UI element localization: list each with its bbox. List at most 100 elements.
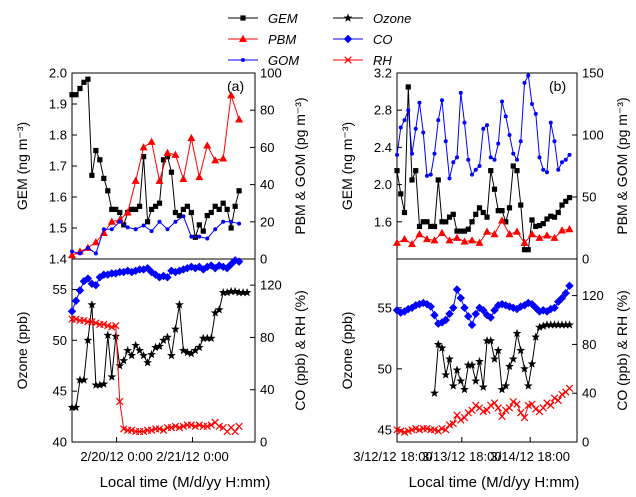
data-point bbox=[242, 287, 252, 297]
data-point bbox=[112, 321, 120, 330]
data-point bbox=[71, 402, 81, 412]
data-point bbox=[176, 213, 183, 219]
data-point bbox=[167, 350, 176, 360]
y2-tick-label: 100 bbox=[260, 66, 282, 81]
data-point bbox=[466, 157, 471, 162]
series-line bbox=[396, 387, 570, 433]
data-point bbox=[508, 354, 518, 363]
data-point bbox=[113, 206, 119, 212]
data-point bbox=[486, 313, 495, 322]
data-point bbox=[442, 426, 450, 434]
legend: GEM Ozone PBM CO GOM RH bbox=[228, 11, 411, 68]
data-point bbox=[231, 427, 239, 436]
data-point bbox=[450, 211, 456, 217]
data-point bbox=[433, 339, 443, 349]
data-point bbox=[548, 120, 553, 125]
data-point bbox=[479, 306, 488, 315]
data-point bbox=[490, 230, 499, 238]
data-point bbox=[472, 401, 480, 410]
data-point bbox=[473, 211, 479, 217]
data-point bbox=[180, 206, 186, 212]
data-point bbox=[210, 308, 220, 317]
data-point bbox=[220, 200, 226, 206]
data-point bbox=[458, 228, 464, 234]
data-point bbox=[460, 384, 469, 394]
data-point bbox=[81, 79, 87, 85]
data-point bbox=[139, 350, 148, 360]
data-point bbox=[536, 222, 543, 229]
data-point bbox=[139, 427, 148, 436]
data-point bbox=[500, 99, 504, 104]
data-point bbox=[101, 175, 107, 181]
y2-axis-label: CO (ppb) & RH (%) bbox=[292, 290, 308, 411]
legend-item-ozone: Ozone bbox=[333, 11, 411, 26]
data-point bbox=[68, 251, 76, 259]
series-gem-b bbox=[394, 84, 573, 253]
legend-label-co: CO bbox=[373, 32, 393, 47]
series-pbm-b bbox=[393, 216, 574, 248]
data-point bbox=[206, 333, 216, 343]
data-point bbox=[234, 287, 244, 297]
data-point bbox=[520, 364, 529, 373]
data-point bbox=[211, 156, 220, 164]
data-point bbox=[148, 206, 155, 212]
data-point bbox=[214, 305, 224, 314]
data-point bbox=[475, 238, 484, 246]
y-tick-label: 45 bbox=[378, 422, 392, 437]
data-point bbox=[235, 422, 243, 431]
data-point bbox=[218, 287, 228, 297]
data-point bbox=[234, 257, 244, 266]
y-tick-label: 1.5 bbox=[49, 221, 67, 236]
data-point bbox=[538, 321, 548, 330]
data-point bbox=[413, 126, 418, 131]
data-point bbox=[77, 85, 83, 92]
legend-item-gem: GEM bbox=[228, 11, 298, 26]
data-point bbox=[513, 400, 521, 408]
data-point bbox=[439, 219, 445, 225]
data-point bbox=[449, 303, 458, 312]
data-point bbox=[522, 80, 527, 85]
data-point bbox=[108, 323, 116, 331]
data-point bbox=[95, 380, 105, 389]
data-point bbox=[565, 320, 574, 329]
data-point bbox=[533, 223, 539, 230]
data-point bbox=[171, 150, 180, 158]
legend-marker-co bbox=[343, 34, 353, 44]
data-point bbox=[430, 236, 439, 244]
data-point bbox=[443, 139, 448, 144]
data-point bbox=[528, 230, 536, 238]
data-point bbox=[475, 356, 484, 366]
legend-marker-gem bbox=[240, 15, 246, 21]
data-point bbox=[72, 315, 80, 323]
data-point bbox=[532, 405, 540, 413]
data-point bbox=[456, 376, 466, 385]
y-axis-label: GEM (ng m⁻³) bbox=[339, 122, 355, 210]
data-point bbox=[518, 202, 524, 208]
data-point bbox=[129, 206, 135, 212]
data-point bbox=[213, 227, 218, 232]
data-point bbox=[99, 379, 109, 388]
data-point bbox=[544, 216, 550, 222]
data-point bbox=[557, 293, 567, 303]
data-point bbox=[535, 233, 544, 241]
data-point bbox=[405, 84, 411, 90]
data-point bbox=[505, 230, 514, 238]
data-point bbox=[165, 227, 170, 232]
data-point bbox=[67, 402, 77, 412]
data-point bbox=[155, 425, 164, 433]
data-point bbox=[229, 219, 234, 224]
data-point bbox=[426, 302, 435, 311]
data-point bbox=[430, 388, 439, 397]
data-point bbox=[511, 151, 516, 156]
x-tick-label: 3/13/12 18:00 bbox=[422, 449, 502, 464]
data-point bbox=[226, 260, 236, 269]
data-point bbox=[437, 343, 447, 352]
data-point bbox=[550, 233, 559, 241]
data-point bbox=[550, 394, 559, 402]
data-point bbox=[67, 307, 77, 316]
data-point bbox=[462, 120, 467, 125]
data-point bbox=[156, 200, 163, 206]
data-point bbox=[107, 372, 117, 381]
panel-c: 40 45 50 55 0 40 80 120 Ozone (ppb) CO (ppb) & RH… bbox=[14, 256, 308, 464]
data-point bbox=[565, 281, 574, 291]
